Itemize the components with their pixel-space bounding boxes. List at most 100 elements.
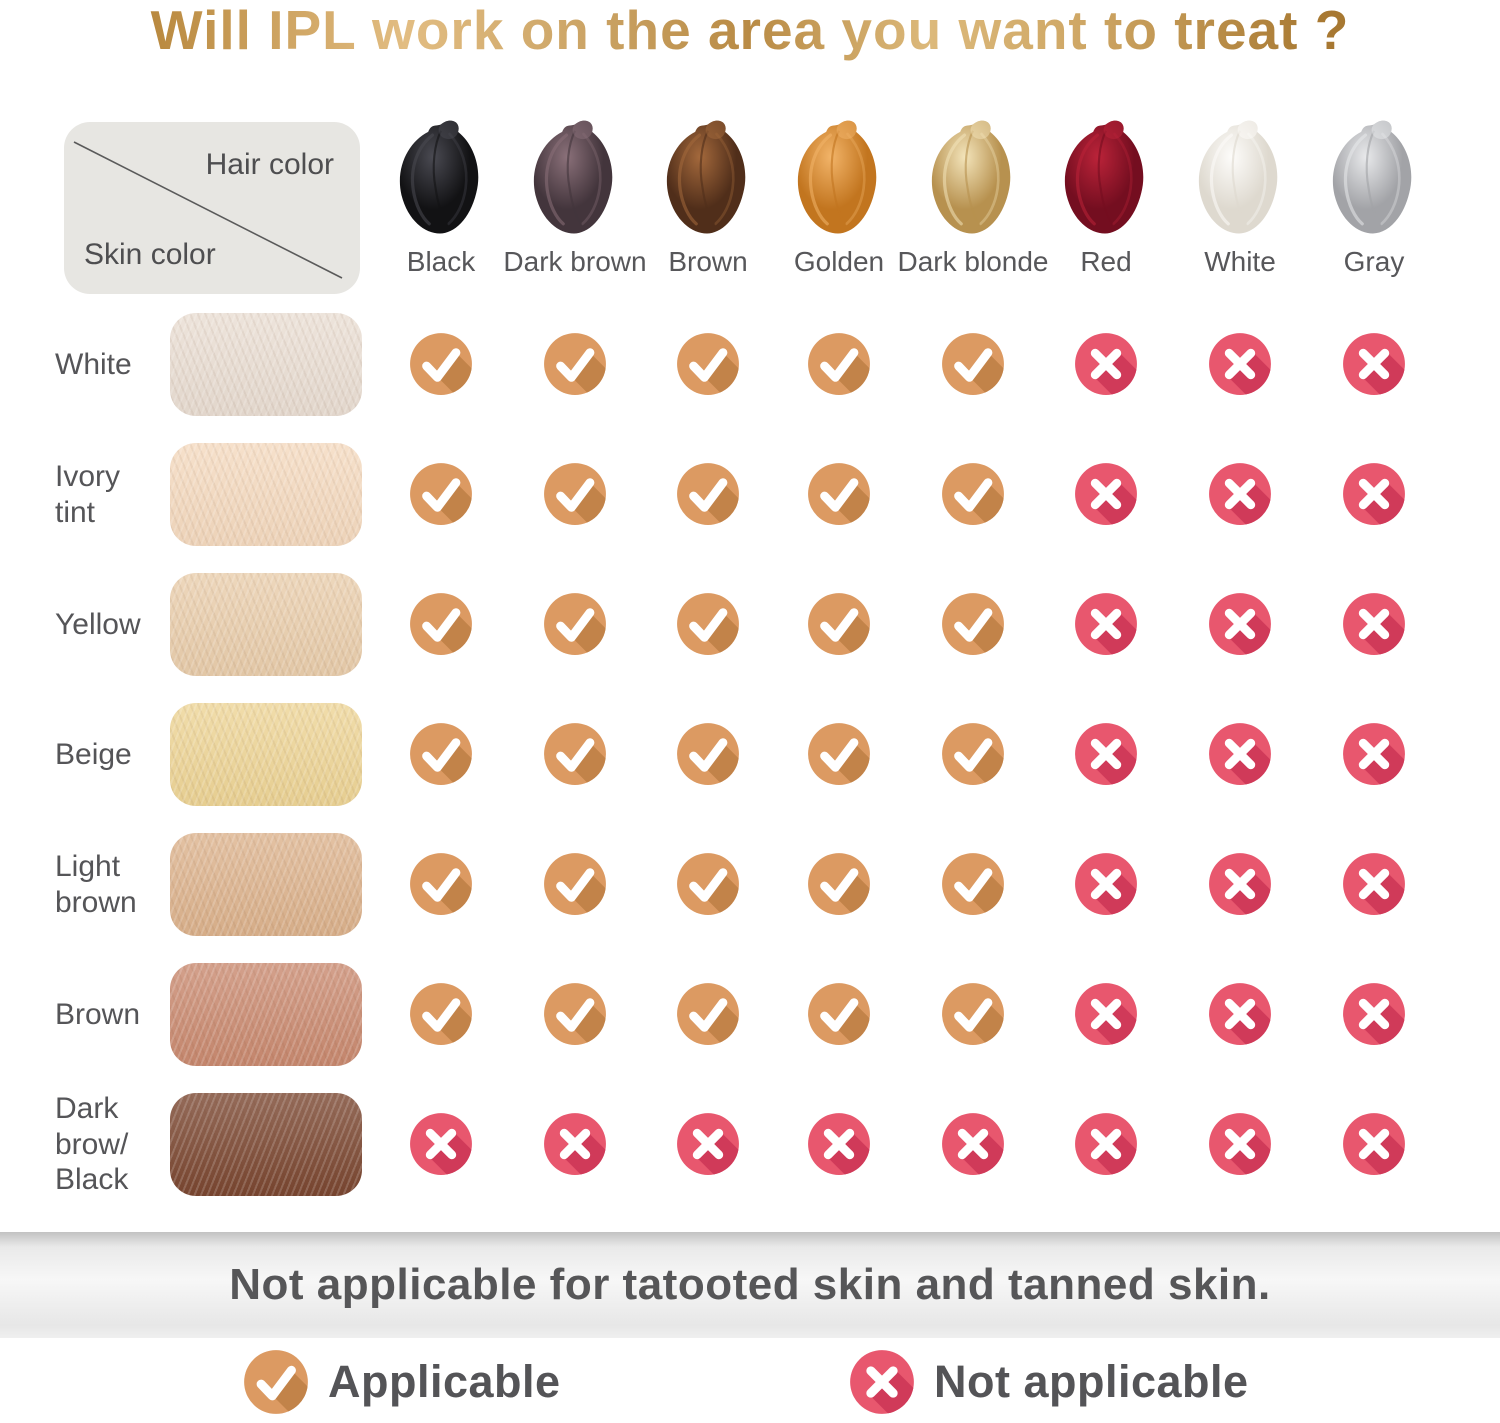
check-icon — [808, 333, 870, 395]
cell-applicable — [675, 721, 741, 787]
hair-column-golden: Golden — [759, 118, 919, 278]
skin-color-swatch — [170, 1093, 362, 1196]
cell-applicable — [675, 461, 741, 527]
check-icon — [808, 983, 870, 1045]
check-icon — [808, 853, 870, 915]
cell-applicable — [806, 981, 872, 1047]
check-icon — [942, 463, 1004, 525]
check-icon — [410, 593, 472, 655]
cell-applicable — [542, 591, 608, 657]
footnote-text: Not applicable for tatooted skin and tan… — [229, 1260, 1271, 1309]
skin-color-label-line: brow/ — [55, 1127, 129, 1161]
cell-not-applicable — [1073, 461, 1139, 527]
skin-color-label: Light brown — [55, 833, 167, 936]
legend-applicable-label: Applicable — [328, 1356, 561, 1407]
cell-not-applicable — [806, 1111, 872, 1177]
skin-color-label: White — [55, 313, 167, 416]
cell-applicable — [542, 461, 608, 527]
cross-icon — [1343, 463, 1405, 525]
check-icon — [942, 593, 1004, 655]
check-icon — [410, 723, 472, 785]
cell-applicable — [806, 851, 872, 917]
hair-column-red: Red — [1026, 118, 1186, 278]
skin-color-label: Ivory tint — [55, 443, 167, 546]
hair-swatch-image — [666, 120, 746, 234]
cell-not-applicable — [1073, 591, 1139, 657]
hair-color-label: Dark brown — [503, 246, 647, 277]
cell-not-applicable — [1341, 981, 1407, 1047]
cross-icon — [1075, 333, 1137, 395]
check-icon — [242, 1348, 310, 1416]
check-icon — [808, 463, 870, 525]
cell-applicable — [940, 591, 1006, 657]
check-icon — [544, 853, 606, 915]
skin-color-label-line: brown — [55, 885, 137, 919]
cell-applicable — [542, 981, 608, 1047]
cross-icon — [544, 1113, 606, 1175]
cell-applicable — [675, 981, 741, 1047]
axis-corner-box: Hair color Skin color — [64, 122, 360, 294]
cell-applicable — [806, 591, 872, 657]
cell-not-applicable — [1073, 1111, 1139, 1177]
skin-color-label-line: Black — [55, 1163, 129, 1197]
cell-not-applicable — [1341, 591, 1407, 657]
hair-column-black: Black — [361, 118, 521, 278]
skin-color-label: Dark brow/Black — [55, 1092, 167, 1197]
check-icon — [677, 333, 739, 395]
hair-swatch-image — [797, 120, 877, 234]
diagonal-divider-line — [73, 141, 343, 279]
cross-icon — [1343, 1113, 1405, 1175]
cell-not-applicable — [1207, 331, 1273, 397]
skin-color-axis-label: Skin color — [84, 238, 216, 271]
cross-icon — [1075, 723, 1137, 785]
check-icon — [942, 723, 1004, 785]
check-icon — [544, 723, 606, 785]
cell-not-applicable — [1073, 721, 1139, 787]
skin-color-label: Beige — [55, 703, 167, 806]
hair-column-brown: Brown — [628, 118, 788, 278]
cell-applicable — [940, 981, 1006, 1047]
skin-color-swatch — [170, 963, 362, 1066]
footnote-banner: Not applicable for tatooted skin and tan… — [0, 1232, 1500, 1338]
legend-not-applicable-label: Not applicable — [934, 1356, 1249, 1407]
skin-color-label-line: Ivory — [55, 460, 121, 494]
skin-color-swatch — [170, 313, 362, 416]
hair-column-dark-brown: Dark brown — [495, 118, 655, 278]
hair-swatch-image — [533, 120, 613, 234]
cell-not-applicable — [408, 1111, 474, 1177]
check-icon — [244, 1350, 308, 1414]
hair-column-gray: Gray — [1294, 118, 1454, 278]
check-icon — [942, 853, 1004, 915]
cell-applicable — [675, 331, 741, 397]
cross-icon — [1209, 463, 1271, 525]
hair-column-white: White — [1160, 118, 1320, 278]
cell-not-applicable — [1073, 851, 1139, 917]
cell-applicable — [408, 721, 474, 787]
cross-icon — [1209, 1113, 1271, 1175]
skin-color-swatch — [170, 443, 362, 546]
cross-icon — [1075, 463, 1137, 525]
cross-icon — [1075, 983, 1137, 1045]
cell-not-applicable — [675, 1111, 741, 1177]
skin-color-label-line: White — [55, 347, 132, 381]
cross-icon — [942, 1113, 1004, 1175]
legend-item-applicable: Applicable — [242, 1348, 561, 1416]
check-icon — [410, 463, 472, 525]
cell-not-applicable — [1207, 851, 1273, 917]
check-icon — [544, 593, 606, 655]
check-icon — [410, 983, 472, 1045]
cross-icon — [1343, 723, 1405, 785]
cell-not-applicable — [1341, 331, 1407, 397]
check-icon — [808, 593, 870, 655]
cross-icon — [1343, 593, 1405, 655]
skin-color-label: Yellow — [55, 573, 167, 676]
cross-icon — [1209, 593, 1271, 655]
hair-column-dark-blonde: Dark blonde — [893, 118, 1053, 278]
cell-not-applicable — [542, 1111, 608, 1177]
skin-color-label-line: Brown — [55, 997, 141, 1031]
hair-swatch-image — [1064, 120, 1144, 234]
skin-color-swatch — [170, 573, 362, 676]
hair-color-label: Black — [406, 246, 476, 277]
cell-applicable — [806, 461, 872, 527]
cell-not-applicable — [1207, 721, 1273, 787]
